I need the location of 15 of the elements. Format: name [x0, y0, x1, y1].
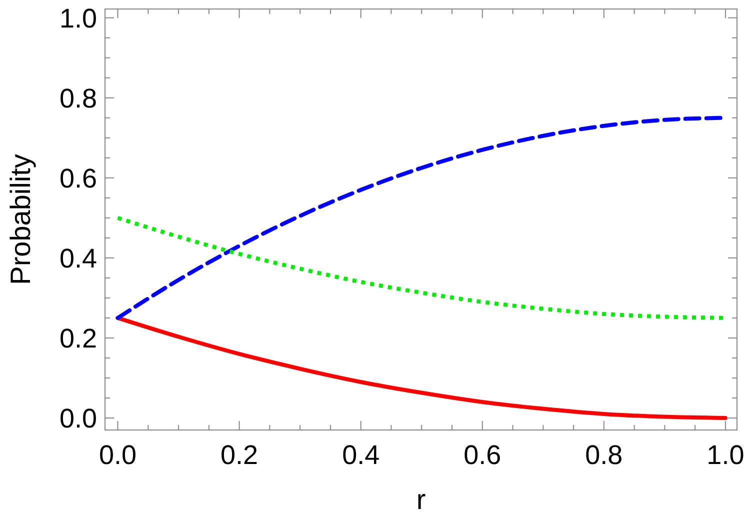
x-tick-label: 0.8 — [585, 440, 623, 470]
y-tick-label: 0.8 — [59, 84, 97, 114]
x-tick-label: 1.0 — [706, 440, 744, 470]
x-axis-title: r — [416, 484, 426, 515]
x-tick-label: 0.2 — [220, 440, 258, 470]
y-tick-label: 0.4 — [59, 244, 97, 274]
y-tick-label: 0.6 — [59, 164, 97, 194]
y-tick-label: 0.2 — [59, 324, 97, 354]
y-tick-label: 1.0 — [59, 4, 97, 34]
y-axis-title: Probability — [5, 154, 36, 285]
line-series — [116, 316, 728, 420]
y-tick-label: 0.0 — [59, 404, 97, 434]
x-tick-label: 0.6 — [464, 440, 502, 470]
x-tick-label: 0.4 — [342, 440, 380, 470]
x-tick-label: 0.0 — [98, 440, 137, 470]
